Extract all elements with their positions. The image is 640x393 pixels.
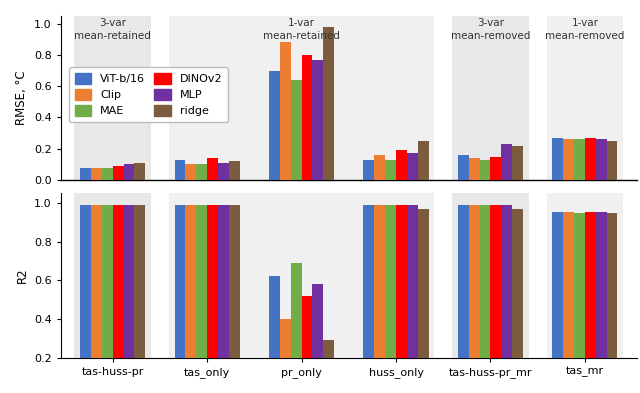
Bar	[547, 193, 623, 358]
Bar	[218, 163, 229, 180]
Bar	[452, 16, 529, 180]
Legend: ViT-b/16, Clip, MAE, DINOv2, MLP, ridge: ViT-b/16, Clip, MAE, DINOv2, MLP, ridge	[69, 67, 228, 122]
Bar	[269, 70, 280, 180]
Bar	[596, 212, 607, 393]
Bar	[74, 193, 151, 358]
Bar	[418, 141, 429, 180]
Y-axis label: R2: R2	[15, 268, 28, 283]
Bar	[490, 205, 501, 393]
Bar	[479, 160, 490, 180]
Bar	[552, 138, 563, 180]
Bar	[407, 154, 418, 180]
Bar	[186, 205, 196, 393]
Bar	[218, 205, 229, 393]
Bar	[134, 163, 145, 180]
Bar	[512, 209, 523, 393]
Bar	[585, 138, 596, 180]
Bar	[102, 167, 113, 180]
Bar	[596, 140, 607, 180]
Bar	[323, 340, 334, 393]
Bar	[468, 158, 479, 180]
Bar	[124, 164, 134, 180]
Bar	[385, 160, 396, 180]
Bar	[563, 212, 574, 393]
Bar	[91, 205, 102, 393]
Bar	[124, 205, 134, 393]
Bar	[196, 205, 207, 393]
Bar	[374, 205, 385, 393]
Bar	[229, 205, 240, 393]
Text: 1-var
mean-removed: 1-var mean-removed	[545, 18, 625, 41]
Bar	[301, 55, 312, 180]
Bar	[186, 164, 196, 180]
Bar	[207, 205, 218, 393]
Bar	[175, 205, 186, 393]
Bar	[585, 212, 596, 393]
Bar	[574, 213, 585, 393]
Bar	[113, 205, 124, 393]
Bar	[301, 296, 312, 393]
Text: 3-var
mean-retained: 3-var mean-retained	[74, 18, 151, 41]
Bar	[169, 16, 435, 180]
Bar	[291, 263, 301, 393]
Bar	[407, 205, 418, 393]
Bar	[102, 205, 113, 393]
Bar	[468, 205, 479, 393]
Bar	[501, 205, 512, 393]
Bar	[269, 276, 280, 393]
Bar	[452, 193, 529, 358]
Bar	[479, 205, 490, 393]
Bar	[74, 16, 151, 180]
Bar	[512, 146, 523, 180]
Bar	[364, 160, 374, 180]
Bar	[574, 140, 585, 180]
Bar	[374, 155, 385, 180]
Bar	[175, 160, 186, 180]
Bar	[364, 205, 374, 393]
Bar	[396, 151, 407, 180]
Y-axis label: RMSE, °C: RMSE, °C	[15, 71, 28, 125]
Bar	[490, 157, 501, 180]
Bar	[169, 193, 435, 358]
Bar	[547, 16, 623, 180]
Bar	[134, 205, 145, 393]
Bar	[323, 27, 334, 180]
Bar	[563, 140, 574, 180]
Bar	[396, 206, 407, 393]
Bar	[501, 144, 512, 180]
Text: 1-var
mean-retained: 1-var mean-retained	[263, 18, 340, 41]
Bar	[385, 205, 396, 393]
Bar	[458, 155, 468, 180]
Bar	[280, 319, 291, 393]
Bar	[418, 209, 429, 393]
Bar	[80, 205, 91, 393]
Bar	[113, 166, 124, 180]
Bar	[607, 213, 618, 393]
Bar	[91, 167, 102, 180]
Bar	[312, 60, 323, 180]
Bar	[458, 205, 468, 393]
Bar	[607, 141, 618, 180]
Bar	[280, 42, 291, 180]
Bar	[291, 80, 301, 180]
Bar	[207, 158, 218, 180]
Bar	[552, 211, 563, 393]
Bar	[229, 161, 240, 180]
Bar	[196, 164, 207, 180]
Bar	[80, 167, 91, 180]
Bar	[312, 284, 323, 393]
Text: 3-var
mean-removed: 3-var mean-removed	[451, 18, 530, 41]
